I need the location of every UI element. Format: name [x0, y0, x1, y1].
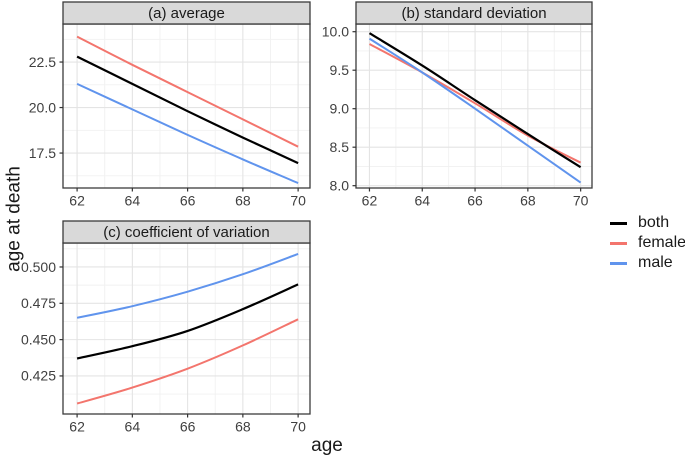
panel-background	[356, 24, 592, 188]
panel-c: 62 64 66 68 70 0.425 0.450 0.475 0.500 (c) coeffi…	[21, 220, 311, 435]
legend: both female male	[610, 213, 685, 273]
x-tick-label: 68	[235, 193, 251, 209]
x-tick-label: 66	[467, 193, 483, 209]
series-line-both	[76, 283, 299, 360]
y-tick-label: 9.5	[330, 62, 350, 78]
x-tick-label: 62	[362, 193, 378, 209]
x-axis-title: age	[311, 435, 343, 456]
y-tick-label: 0.475	[21, 295, 56, 311]
x-tick-label: 68	[235, 419, 251, 435]
panel-b: 62 64 66 68 70 8.0 8.5 9.0 9.5 10.0 (b) standard d…	[322, 1, 593, 209]
x-tick-label: 64	[125, 193, 141, 209]
series-line-both	[368, 32, 582, 169]
facet-strip	[355, 1, 593, 25]
legend-item-male: male	[610, 253, 685, 273]
facet-strip-title-a: (a) average	[148, 5, 225, 22]
legend-key-line-male	[610, 261, 627, 265]
y-tick-label: 8.0	[330, 177, 350, 193]
y-tick-label: 10.0	[322, 23, 349, 39]
y-tick-label: 0.450	[21, 331, 56, 347]
x-tick-label: 70	[290, 193, 306, 209]
x-tick-label: 70	[290, 419, 306, 435]
facet-strip-title-b: (b) standard deviation	[401, 5, 546, 22]
y-tick-label: 9.0	[330, 100, 350, 116]
y-tick-label: 22.5	[29, 54, 56, 70]
y-axis-title: age at death	[3, 166, 25, 272]
panel-background	[63, 243, 310, 414]
series-line-female	[76, 318, 299, 405]
panel-a: 62 64 66 68 70 17.5 20.0 22.5 (a) average	[29, 1, 311, 209]
y-tick-label: 8.5	[330, 139, 350, 155]
series-line-male	[76, 252, 299, 319]
series-line-male	[76, 82, 299, 185]
series-line-both	[76, 55, 299, 165]
facet-strip	[62, 1, 311, 25]
legend-label-both: both	[638, 214, 670, 231]
legend-label-male: male	[638, 254, 673, 271]
legend-key-line-female	[610, 241, 627, 245]
x-tick-label: 62	[69, 419, 85, 435]
series-line-female	[76, 35, 299, 148]
facet-strip-title-c: (c) coefficient of variation	[103, 224, 269, 241]
x-tick-label: 70	[573, 193, 589, 209]
x-tick-label: 64	[414, 193, 430, 209]
facet-strip	[62, 220, 311, 244]
legend-item-female: female	[610, 233, 685, 253]
legend-item-both: both	[610, 213, 685, 233]
series-line-male	[368, 37, 582, 184]
y-tick-label: 0.425	[21, 368, 56, 384]
legend-key-line-both	[610, 221, 627, 225]
x-tick-label: 68	[520, 193, 536, 209]
y-tick-label: 0.500	[21, 259, 56, 275]
x-tick-label: 62	[69, 193, 85, 209]
x-tick-label: 66	[180, 193, 196, 209]
y-tick-label: 20.0	[29, 99, 56, 115]
y-tick-label: 17.5	[29, 145, 56, 161]
legend-label-female: female	[638, 234, 685, 251]
x-tick-label: 66	[180, 419, 196, 435]
x-tick-label: 64	[125, 419, 141, 435]
